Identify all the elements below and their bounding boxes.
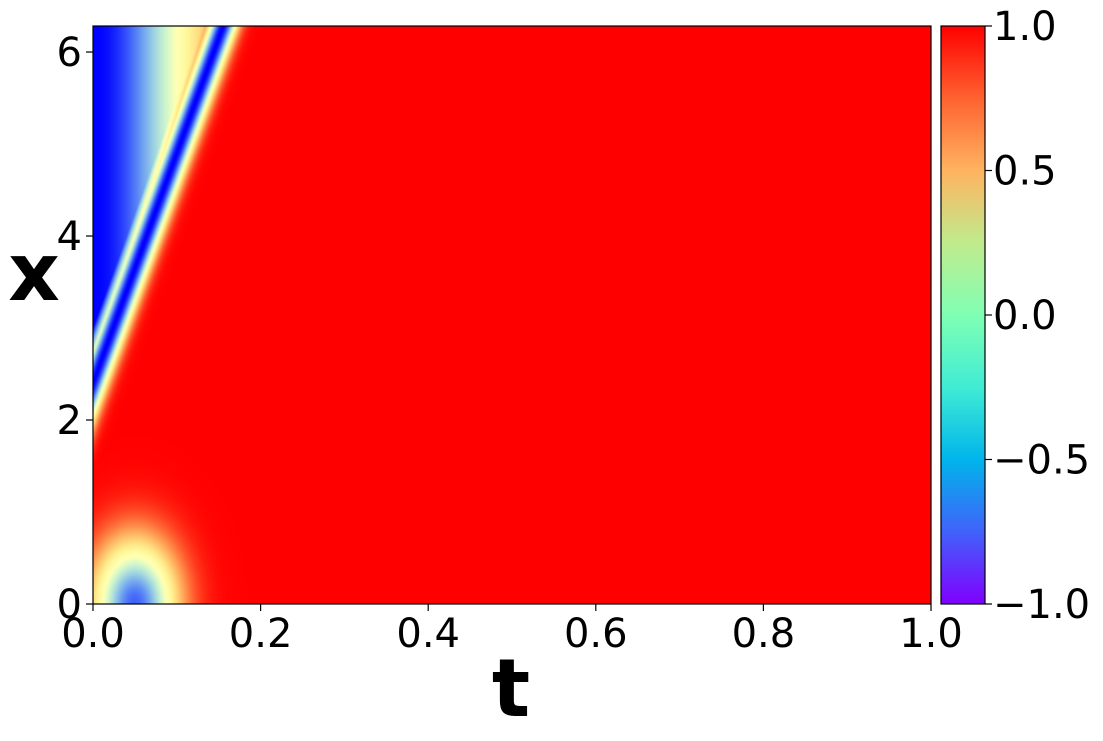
y-tick-label: 0 <box>57 582 82 628</box>
y-axis-label: x <box>8 226 60 319</box>
colorbar-gradient <box>940 25 986 605</box>
y-tick-label: 6 <box>57 30 82 76</box>
x-axis-label: t <box>492 642 530 735</box>
colorbar-ticks: 1.0 0.5 0.0 −0.5 −1.0 <box>985 4 1090 628</box>
colorbar: 1.0 0.5 0.0 −0.5 −1.0 <box>940 4 1090 628</box>
y-tick-label: 4 <box>57 214 82 260</box>
x-tick-label: 0.4 <box>396 611 460 657</box>
y-tick-label: 2 <box>57 398 82 444</box>
colorbar-tick-label: −0.5 <box>993 438 1090 484</box>
y-axis-ticks: 0 2 4 6 <box>57 30 93 628</box>
x-axis-ticks: 0.0 0.2 0.4 0.6 0.8 1.0 <box>61 604 963 657</box>
plot-frame <box>92 25 932 605</box>
x-tick-label: 0.8 <box>732 611 796 657</box>
heatmap-image <box>93 26 931 604</box>
x-tick-label: 0.2 <box>229 611 293 657</box>
colorbar-tick-label: 0.5 <box>993 149 1057 195</box>
x-tick-label: 0.0 <box>61 611 125 657</box>
x-tick-label: 0.6 <box>564 611 628 657</box>
x-tick-label: 1.0 <box>899 611 963 657</box>
colorbar-tick-label: 0.0 <box>993 293 1057 339</box>
colorbar-tick-label: 1.0 <box>993 4 1057 50</box>
colorbar-tick-label: −1.0 <box>993 582 1090 628</box>
heatmap-plot-area <box>92 25 932 605</box>
